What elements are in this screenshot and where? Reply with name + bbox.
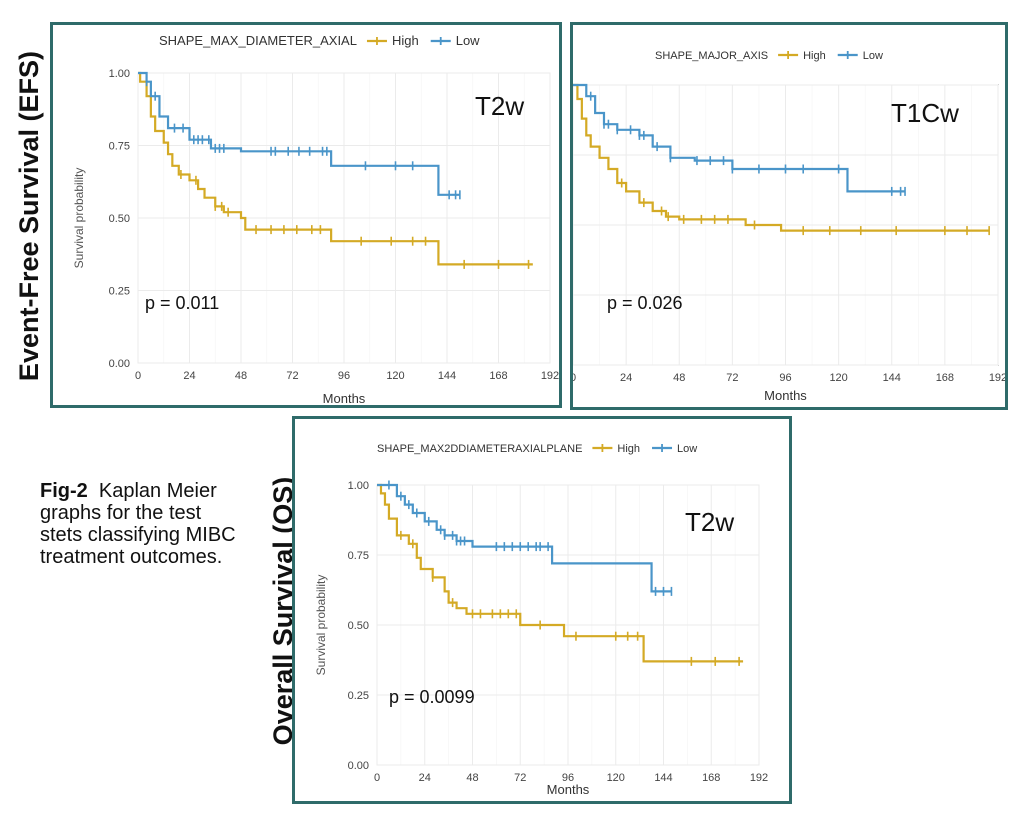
km-curve-low bbox=[138, 71, 460, 196]
y-tick-label: 0.75 bbox=[109, 141, 130, 153]
x-tick-label: 72 bbox=[726, 372, 738, 384]
km-curve-high bbox=[138, 71, 533, 266]
y-tick-label: 0.75 bbox=[348, 550, 369, 562]
legend-title: SHAPE_MAJOR_AXIS bbox=[655, 50, 768, 62]
y-tick-label: 1.00 bbox=[348, 480, 369, 492]
y-tick-label: 1.00 bbox=[109, 68, 130, 80]
x-tick-label: 120 bbox=[386, 370, 404, 382]
figure-caption: Fig-2 Kaplan Meier graphs for the test s… bbox=[40, 480, 240, 568]
legend-label-low: Low bbox=[863, 50, 883, 62]
sequence-label: T2w bbox=[475, 91, 524, 121]
x-tick-label: 168 bbox=[489, 370, 507, 382]
y-tick-label: 0.50 bbox=[348, 620, 369, 632]
x-tick-label: 48 bbox=[466, 772, 478, 784]
legend-label-low: Low bbox=[677, 443, 697, 455]
efs-t1cw-panel: 0 24 48 72 96 120 144 168 192 Months SHAPE_MAJOR_A… bbox=[570, 22, 1008, 410]
x-tick-label: 0 bbox=[374, 772, 380, 784]
y-tick-label: 0.00 bbox=[348, 760, 369, 772]
x-tick-label: 48 bbox=[235, 370, 247, 382]
km-chart-svg: 0 24 48 72 96 120 144 168 192 0.00 0.25 0.50 0.75 1.0… bbox=[314, 443, 768, 797]
sequence-label: T1Cw bbox=[891, 98, 959, 128]
os-t2w-panel: 0 24 48 72 96 120 144 168 192 0.00 0.25 0.50 0.75 1.0… bbox=[292, 416, 792, 804]
legend-label-high: High bbox=[617, 443, 640, 455]
legend-label-high: High bbox=[392, 33, 419, 48]
x-tick-label: 192 bbox=[750, 772, 768, 784]
km-chart-svg: 0 24 48 72 96 120 144 168 192 Months SHAPE_MAJOR_A… bbox=[573, 50, 1005, 403]
x-tick-label: 48 bbox=[673, 372, 685, 384]
x-tick-label: 24 bbox=[183, 370, 195, 382]
x-tick-label: 144 bbox=[883, 372, 901, 384]
figure-caption-text: Kaplan Meier graphs for the test stets c… bbox=[40, 480, 236, 568]
y-tick-label: 0.25 bbox=[109, 286, 130, 298]
p-value-annotation: p = 0.0099 bbox=[389, 687, 475, 707]
y-axis-title: Survival probability bbox=[72, 168, 86, 269]
y-tick-label: 0.00 bbox=[109, 358, 130, 370]
p-value-annotation: p = 0.026 bbox=[607, 293, 683, 313]
x-tick-label: 120 bbox=[607, 772, 625, 784]
x-axis-title: Months bbox=[323, 391, 366, 405]
efs-t2w-panel: 0 24 48 72 96 120 144 168 192 0.00 0.25 0.50 0.75 1.0… bbox=[50, 22, 562, 408]
x-tick-label: 0 bbox=[135, 370, 141, 382]
legend-label-high: High bbox=[803, 50, 826, 62]
legend-label-low: Low bbox=[456, 33, 480, 48]
x-tick-label: 0 bbox=[573, 372, 576, 384]
x-tick-label: 168 bbox=[702, 772, 720, 784]
x-tick-label: 168 bbox=[936, 372, 954, 384]
x-tick-label: 96 bbox=[562, 772, 574, 784]
km-chart-svg: 0 24 48 72 96 120 144 168 192 0.00 0.25 0.50 0.75 1.0… bbox=[72, 33, 559, 405]
x-tick-label: 24 bbox=[419, 772, 431, 784]
x-axis-title: Months bbox=[547, 782, 590, 797]
y-tick-label: 0.50 bbox=[109, 213, 130, 225]
x-tick-label: 192 bbox=[541, 370, 559, 382]
sequence-label: T2w bbox=[685, 507, 734, 537]
x-tick-label: 72 bbox=[514, 772, 526, 784]
x-axis-title: Months bbox=[764, 388, 807, 403]
x-tick-label: 120 bbox=[829, 372, 847, 384]
p-value-annotation: p = 0.011 bbox=[145, 293, 219, 313]
x-tick-label: 192 bbox=[989, 372, 1005, 384]
x-tick-label: 144 bbox=[654, 772, 672, 784]
figure-caption-label: Fig-2 bbox=[40, 480, 88, 502]
legend-title: SHAPE_MAX_DIAMETER_AXIAL bbox=[159, 33, 357, 48]
y-axis-title: Survival probability bbox=[314, 575, 328, 676]
x-tick-label: 144 bbox=[438, 370, 456, 382]
x-tick-label: 72 bbox=[286, 370, 298, 382]
x-tick-label: 24 bbox=[620, 372, 632, 384]
y-tick-label: 0.25 bbox=[348, 690, 369, 702]
x-tick-label: 96 bbox=[779, 372, 791, 384]
legend-title: SHAPE_MAX2DDIAMETERAXIALPLANE bbox=[377, 443, 582, 455]
efs-row-label: Event-Free Survival (EFS) bbox=[14, 50, 44, 382]
x-tick-label: 96 bbox=[338, 370, 350, 382]
